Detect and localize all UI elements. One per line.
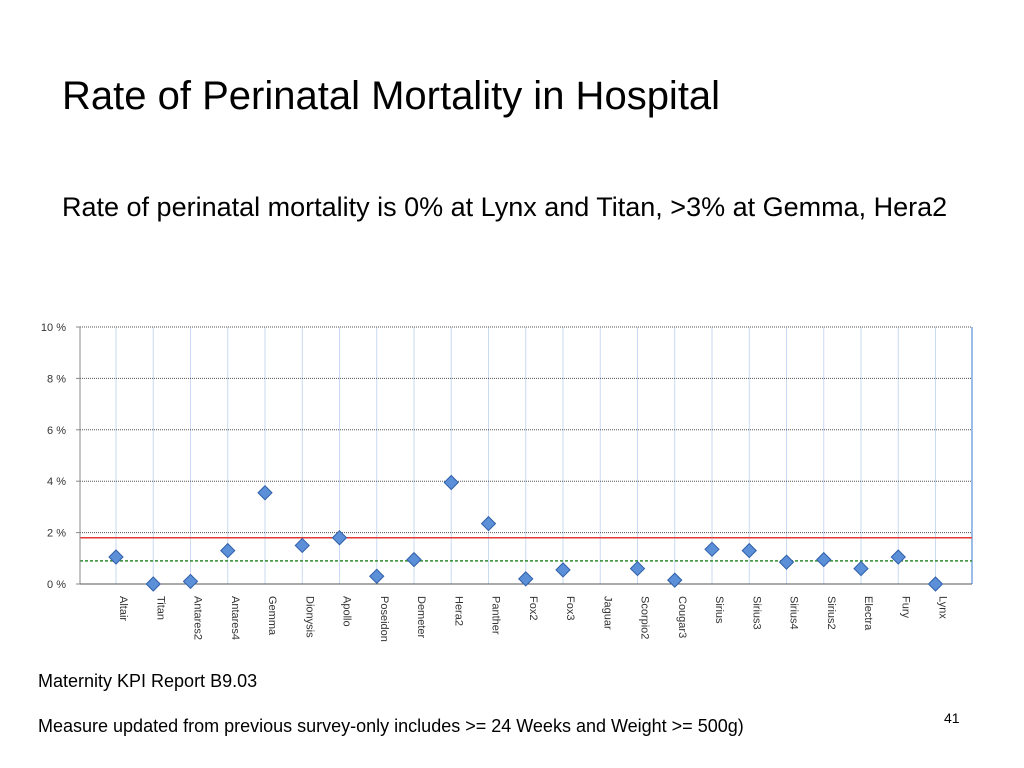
- data-point-hera2: [443, 474, 459, 491]
- data-point-gemma: [257, 485, 273, 501]
- x-category-label: Gemma: [266, 596, 278, 636]
- data-point-antares4: [220, 542, 236, 559]
- x-category-label: Fury: [899, 596, 911, 619]
- x-category-label: Scorpio2: [639, 596, 651, 639]
- x-category-label: Sirius: [713, 596, 725, 624]
- x-category-label: Cougar3: [676, 596, 688, 638]
- x-category-label: Fox2: [527, 596, 539, 620]
- data-point-scorpio2: [629, 560, 646, 577]
- data-markers: [108, 474, 944, 592]
- x-category-label: Hera2: [452, 596, 464, 626]
- y-tick-label: 10 %: [41, 322, 66, 334]
- data-point-cougar3: [667, 572, 683, 588]
- data-point-demeter: [406, 551, 422, 568]
- x-category-label: Antares2: [192, 596, 204, 640]
- y-tick-label: 4 %: [47, 476, 66, 488]
- data-point-sirius3: [741, 542, 757, 559]
- x-category-label: Dionysis: [303, 596, 315, 638]
- data-point-sirius2: [816, 551, 832, 568]
- reference-lines: [80, 536, 972, 562]
- x-category-label: Lynx: [937, 596, 949, 619]
- data-point-panther: [480, 515, 497, 532]
- perinatal-mortality-chart: 0 %2 %4 %6 %8 %10 % Altair Titan Antares2 A…: [41, 322, 973, 642]
- data-point-sirius: [704, 541, 720, 558]
- x-category-label: Poseidon: [378, 596, 390, 642]
- x-category-label: Titan: [154, 596, 166, 620]
- x-category-label: Altair: [117, 596, 129, 621]
- y-tick-label: 0 %: [47, 579, 66, 591]
- data-point-dionysis: [294, 537, 310, 554]
- data-point-sirius4: [778, 554, 795, 570]
- x-category-label: Sirius3: [750, 596, 762, 630]
- x-category-label: Fox3: [564, 596, 576, 620]
- data-point-antares2: [182, 573, 199, 590]
- slide-title: Rate of Perinatal Mortality in Hospital: [62, 74, 721, 118]
- footnote-measure-note: Measure updated from previous survey-onl…: [38, 716, 744, 736]
- x-category-label: Sirius2: [825, 596, 837, 630]
- x-category-label: Sirius4: [788, 596, 800, 630]
- x-category-label: Demeter: [415, 596, 427, 639]
- data-point-fox3: [555, 562, 571, 578]
- data-point-poseidon: [369, 568, 385, 584]
- data-point-electra: [853, 560, 869, 577]
- slide-subtitle: Rate of perinatal mortality is 0% at Lyn…: [62, 192, 948, 222]
- data-point-fox2: [518, 571, 534, 587]
- data-point-lynx: [927, 576, 944, 592]
- y-tick-label: 8 %: [47, 373, 66, 385]
- data-point-fury: [890, 549, 906, 565]
- page-number: 41: [944, 710, 960, 726]
- data-point-apollo: [331, 530, 348, 546]
- footnote-source: Maternity KPI Report B9.03: [38, 671, 258, 691]
- x-category-label: Electra: [862, 596, 874, 631]
- category-labels: Altair Titan Antares2 Antares4 Gemma Dionysis…: [117, 596, 949, 642]
- y-tick-label: 2 %: [47, 528, 66, 540]
- x-category-label: Apollo: [341, 596, 353, 627]
- x-category-label: Panther: [490, 596, 502, 635]
- data-point-titan: [145, 576, 161, 592]
- y-tick-label: 6 %: [47, 425, 66, 437]
- x-category-label: Jaguar: [601, 596, 613, 630]
- x-category-label: Antares4: [229, 596, 241, 640]
- data-point-altair: [108, 549, 124, 565]
- grid-layer: [80, 326, 973, 584]
